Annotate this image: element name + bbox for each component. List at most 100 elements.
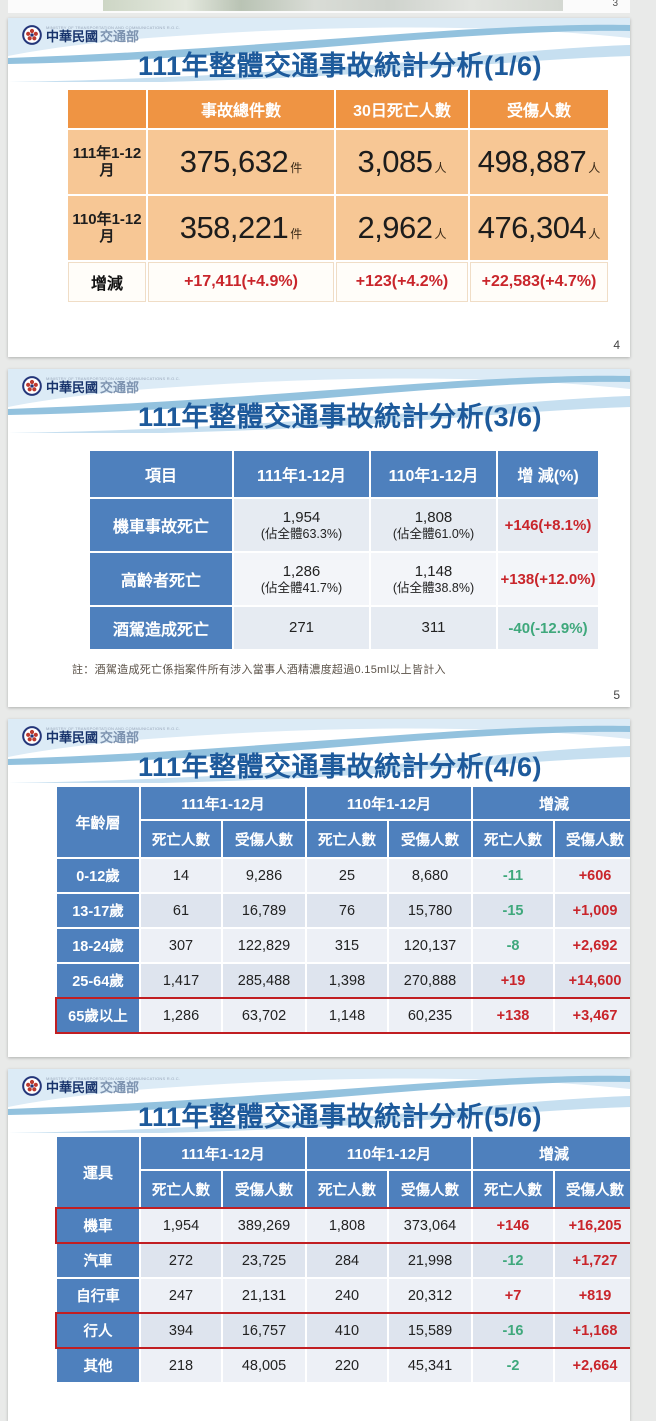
sub-header: 死亡人數: [141, 821, 221, 857]
col-header: 受傷人數: [470, 90, 608, 128]
motc-emblem-icon: [22, 726, 42, 746]
overall-stats-table: 事故總件數 30日死亡人數 受傷人數 111年1-12月 375,632 件 3,…: [66, 88, 610, 304]
value-cell: 394: [141, 1314, 221, 1347]
table-row-111: 111年1-12月 375,632 件 3,085 人 498,887 人: [68, 130, 608, 194]
sub-header: 死亡人數: [473, 821, 554, 857]
logo-text: MINISTRY OF TRANSPORTATION AND COMMUNICA…: [46, 1076, 180, 1096]
row-label: 酒駕造成死亡: [90, 607, 232, 649]
sub-header: 死亡人數: [307, 1171, 387, 1207]
sub-header: 受傷人數: [389, 1171, 472, 1207]
page-number: 4: [613, 338, 620, 352]
table-row: 25-64歲 1,417 285,488 1,398 270,888 +19 +…: [57, 964, 630, 997]
page-number: 5: [613, 688, 620, 702]
delta-cell: -8: [473, 929, 554, 962]
wave-decoration: [8, 1069, 630, 1133]
value-cell: 14: [141, 859, 221, 892]
table-row: 18-24歲 307 122,829 315 120,137 -8 +2,692: [57, 929, 630, 962]
value-cell: 272: [141, 1244, 221, 1277]
value-cell: 15,780: [389, 894, 472, 927]
col-header: 111年1-12月: [234, 451, 369, 497]
delta-cell: +606: [555, 859, 630, 892]
value-cell: 2,962 人: [336, 196, 468, 260]
table-row: 汽車 272 23,725 284 21,998 -12 +1,727: [57, 1244, 630, 1277]
wave-header-band: [8, 719, 630, 783]
row-label: 其他: [57, 1349, 139, 1382]
value-cell: 1,398: [307, 964, 387, 997]
delta-cell: +146: [473, 1209, 554, 1242]
sub-header: 受傷人數: [223, 1171, 305, 1207]
group-header: 110年1-12月: [307, 1137, 472, 1169]
delta-cell: -15: [473, 894, 554, 927]
value-cell: 15,589: [389, 1314, 472, 1347]
row-label: 65歲以上: [57, 999, 139, 1032]
logo-english-name: MINISTRY OF TRANSPORTATION AND COMMUNICA…: [46, 24, 181, 30]
value-cell: 476,304 人: [470, 196, 608, 260]
slide-1of6: MINISTRY OF TRANSPORTATION AND COMMUNICA…: [8, 18, 630, 357]
previous-slide-image-fragment: [103, 0, 563, 11]
row-label: 機車: [57, 1209, 139, 1242]
value-cell: 1,148: [307, 999, 387, 1032]
slide-5of6: MINISTRY OF TRANSPORTATION AND COMMUNICA…: [8, 1069, 630, 1421]
value-cell: 48,005: [223, 1349, 305, 1382]
value-cell: 247: [141, 1279, 221, 1312]
delta-cell: +22,583(+4.7%): [470, 262, 608, 302]
value-cell: 16,757: [223, 1314, 305, 1347]
slide-title: 111年整體交通事故統計分析(4/6): [137, 752, 543, 782]
sub-header: 死亡人數: [473, 1171, 554, 1207]
row-label: 增減: [68, 262, 146, 302]
wave-decoration: [8, 369, 630, 433]
table-row: 自行車 247 21,131 240 20,312 +7 +819: [57, 1279, 630, 1312]
vehicle-type-table: 運具 111年1-12月 110年1-12月 增減 死亡人數 受傷人數 死亡人數…: [54, 1135, 630, 1384]
delta-cell: +1,727: [555, 1244, 630, 1277]
col-header: 30日死亡人數: [336, 90, 468, 128]
slide-4of6: MINISTRY OF TRANSPORTATION AND COMMUNICA…: [8, 719, 630, 1057]
value-cell: 307: [141, 929, 221, 962]
value-cell: 1,808 (佔全體61.0%): [371, 499, 496, 551]
value-cell: 8,680: [389, 859, 472, 892]
group-header: 增減: [473, 787, 630, 819]
group-header-row: 年齡層 111年1-12月 110年1-12月 增減: [57, 787, 630, 857]
value-cell: 63,702: [223, 999, 305, 1032]
value-cell: 9,286: [223, 859, 305, 892]
value-cell: 60,235: [389, 999, 472, 1032]
value-cell: 498,887 人: [470, 130, 608, 194]
delta-cell: +17,411(+4.9%): [148, 262, 334, 302]
value-cell: 1,286 (佔全體41.7%): [234, 553, 369, 605]
delta-cell: -40(-12.9%): [498, 607, 598, 649]
wave-header-band: [8, 18, 630, 82]
value-cell: 76: [307, 894, 387, 927]
delta-cell: +2,664: [555, 1349, 630, 1382]
value-cell: 21,131: [223, 1279, 305, 1312]
table-row: 機車事故死亡 1,954 (佔全體63.3%) 1,808 (佔全體61.0%) +…: [90, 499, 598, 551]
value-cell: 120,137: [389, 929, 472, 962]
row-label: 自行車: [57, 1279, 139, 1312]
col-header: 110年1-12月: [371, 451, 496, 497]
wave-decoration: [8, 719, 630, 783]
row-label: 111年1-12月: [68, 130, 146, 194]
col-header: 增 減(%): [498, 451, 598, 497]
header-row: 事故總件數 30日死亡人數 受傷人數: [68, 90, 608, 128]
value-cell: 45,341: [389, 1349, 472, 1382]
table-row: 酒駕造成死亡 271 311 -40(-12.9%): [90, 607, 598, 649]
motc-logo: MINISTRY OF TRANSPORTATION AND COMMUNICA…: [22, 25, 180, 45]
value-cell: 315: [307, 929, 387, 962]
group-header: 111年1-12月: [141, 1137, 305, 1169]
delta-cell: +138(+12.0%): [498, 553, 598, 605]
slide-title: 111年整體交通事故統計分析(5/6): [137, 1102, 543, 1132]
logo-chinese-name: 中華民國 交通部: [46, 730, 140, 746]
delta-cell: +2,692: [555, 929, 630, 962]
motc-emblem-icon: [22, 376, 42, 396]
value-cell: 1,808: [307, 1209, 387, 1242]
corner-cell: 運具: [57, 1137, 139, 1207]
row-label: 行人: [57, 1314, 139, 1347]
motc-logo: MINISTRY OF TRANSPORTATION AND COMMUNICA…: [22, 726, 180, 746]
delta-cell: +1,168: [555, 1314, 630, 1347]
value-cell: 375,632 件: [148, 130, 334, 194]
delta-cell: -16: [473, 1314, 554, 1347]
corner-cell: 年齡層: [57, 787, 139, 857]
value-cell: 1,417: [141, 964, 221, 997]
motc-emblem-icon: [22, 1076, 42, 1096]
row-label: 25-64歲: [57, 964, 139, 997]
value-cell: 220: [307, 1349, 387, 1382]
value-cell: 20,312: [389, 1279, 472, 1312]
